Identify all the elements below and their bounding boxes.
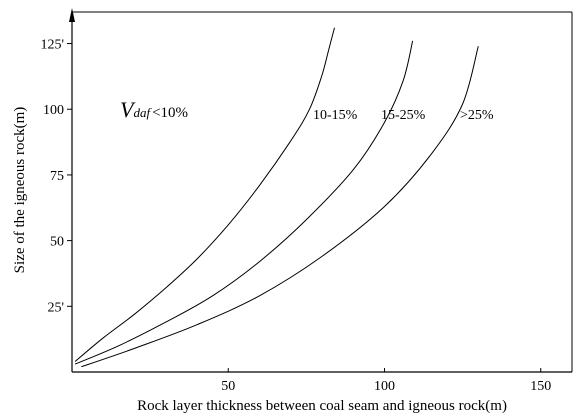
region-label-15-25: 15-25% <box>381 108 426 123</box>
x-tick-label: 150 <box>530 379 551 394</box>
series-line-1 <box>74 27 335 362</box>
x-tick-label: 50 <box>221 379 235 394</box>
y-ticks: 25' 50 75 100 125' <box>40 38 72 315</box>
x-ticks: 50 100 150 <box>221 368 551 394</box>
series-line-3 <box>81 46 479 368</box>
y-axis-label: Size of the igneous rock(m) <box>12 107 28 274</box>
y-tick-label: 25' <box>47 300 64 315</box>
curves <box>74 27 479 368</box>
y-tick-label: 75 <box>50 169 64 184</box>
region-label-10-15: 10-15% <box>313 108 358 123</box>
vdaf-symbol: V <box>120 97 136 122</box>
y-tick-label: 125' <box>40 38 64 53</box>
series-line-2 <box>74 40 414 365</box>
vdaf-rest: <10% <box>152 105 188 121</box>
y-tick-label: 100 <box>43 103 64 118</box>
y-axis-arrow <box>69 8 75 22</box>
vdaf-label: Vdaf <10% <box>120 97 188 122</box>
vdaf-subscript: daf <box>133 105 152 120</box>
x-tick-label: 100 <box>374 379 395 394</box>
x-axis-label: Rock layer thickness between coal seam a… <box>137 398 507 414</box>
region-label-gt25: >25% <box>460 108 494 123</box>
y-tick-label: 50 <box>50 235 64 250</box>
